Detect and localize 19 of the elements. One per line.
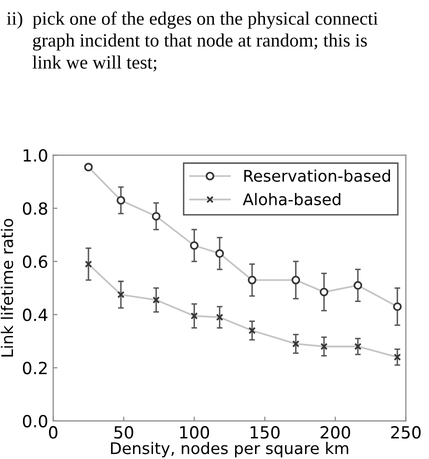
y-tick-label: 0.6	[22, 255, 48, 268]
x-tick-label: 200	[320, 426, 350, 439]
x-tick-label: 250	[391, 426, 421, 439]
y-tick-label: 0.2	[22, 362, 47, 374]
legend-label: Reservation-based	[244, 170, 390, 182]
y-axis-title: Link lifetime ratio	[0, 218, 14, 357]
text: graph incident to that node at random; this is	[32, 34, 367, 51]
x-axis-title: Density, nodes per square km	[111, 442, 348, 458]
x-tick-label: 0	[48, 426, 58, 439]
x-tick-label: 150	[250, 426, 280, 439]
text: ii) pick one of the edges on the physical connecti	[6, 11, 378, 29]
y-tick-label: 1.0	[24, 149, 48, 162]
legend-label: Aloha-based	[242, 192, 340, 206]
y-tick-label: 0.4	[22, 308, 48, 322]
y-tick-label: 0.8	[22, 202, 48, 215]
y-tick-label: 0.0	[22, 414, 48, 428]
text: link we will test;	[32, 56, 156, 72]
x-tick-label: 50	[114, 426, 134, 439]
x-tick-label: 100	[180, 426, 210, 439]
